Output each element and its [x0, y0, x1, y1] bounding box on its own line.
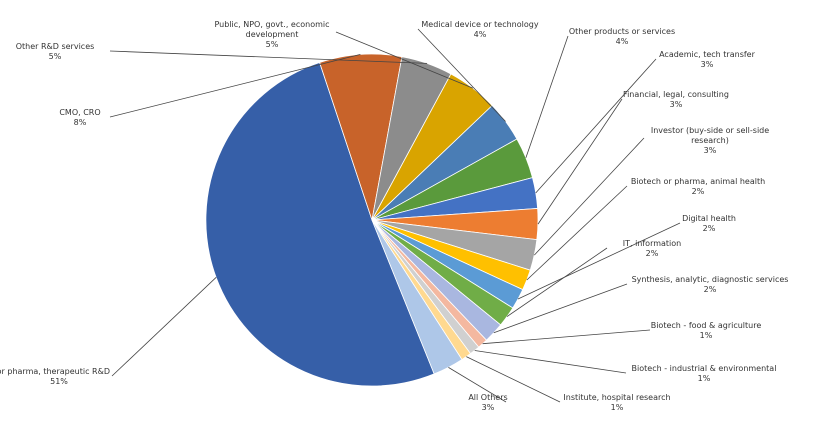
slice-label-cmo-cro: CMO, CRO 8%: [59, 108, 100, 127]
pie-slice-all-others: [371, 219, 463, 375]
slice-label-digital-health: Digital health 2%: [682, 214, 736, 233]
leader-line-medical-device-or-technology: [417, 28, 506, 122]
slice-label-all-others: All Others 3%: [468, 393, 507, 412]
slice-label-biotech-or-pharma-therapeutic-r-d: Biotech or pharma, therapeutic R&D51%: [0, 367, 110, 386]
leader-line-biotech-industrial-environmental: [474, 350, 627, 374]
leader-line-biotech-or-pharma-therapeutic-r-d: [111, 277, 217, 377]
slice-label-academic-tech-transfer: Academic, tech transfer 3%: [659, 50, 756, 69]
leader-line-synthesis-analytic-diagnostic-services: [493, 283, 628, 334]
slice-label-synthesis-analytic-diagnostic-services: Synthesis, analytic, diagnostic services…: [632, 275, 789, 294]
slice-label-biotech-industrial-environmental: Biotech - industrial & environmental 1%: [632, 364, 777, 383]
leader-line-public-npo-govt-economic-development: [335, 31, 473, 89]
leader-line-biotech-or-pharma-animal-health: [526, 185, 628, 281]
slice-label-biotech-or-pharma-animal-health: Biotech or pharma, animal health 2%: [631, 177, 765, 196]
leader-line-cmo-cro: [109, 54, 361, 118]
leader-line-other-products-or-services: [525, 35, 569, 158]
leader-line-investor-buy-side-or-sell-side-research: [534, 137, 645, 256]
leader-line-digital-health: [517, 222, 681, 300]
slice-label-biotech-food-agriculture: Biotech - food & agriculture 1%: [651, 321, 762, 340]
slice-label-other-products-or-services: Other products or services 4%: [569, 27, 675, 46]
slice-label-financial-legal-consulting: Financial, legal, consulting 3%: [623, 90, 729, 109]
slice-label-investor-buy-side-or-sell-side-research: Investor (buy-side or sell-side research)…: [651, 126, 769, 155]
leader-line-academic-tech-transfer: [535, 58, 657, 194]
leader-line-other-r-d-services: [109, 50, 428, 64]
slice-label-public-npo-govt-economic-development: Public, NPO, govt., economic development 5…: [214, 20, 329, 49]
slice-label-it-information: IT, information 2%: [623, 239, 682, 258]
leader-line-biotech-food-agriculture: [482, 329, 651, 345]
leader-line-financial-legal-consulting: [537, 98, 623, 225]
leader-lines: [109, 28, 681, 403]
leader-line-it-information: [506, 247, 608, 317]
slice-labels: Biotech or pharma, therapeutic R&D51% CMO…: [0, 20, 788, 412]
pie-slices: [205, 53, 539, 387]
leader-line-all-others: [448, 367, 507, 403]
slice-label-institute-hospital-research: Institute, hospital research 1%: [563, 393, 670, 412]
leader-line-institute-hospital-research: [466, 356, 561, 403]
slice-label-other-r-d-services: Other R&D services 5%: [16, 42, 95, 61]
slice-label-medical-device-or-technology: Medical device or technology 4%: [421, 20, 538, 39]
